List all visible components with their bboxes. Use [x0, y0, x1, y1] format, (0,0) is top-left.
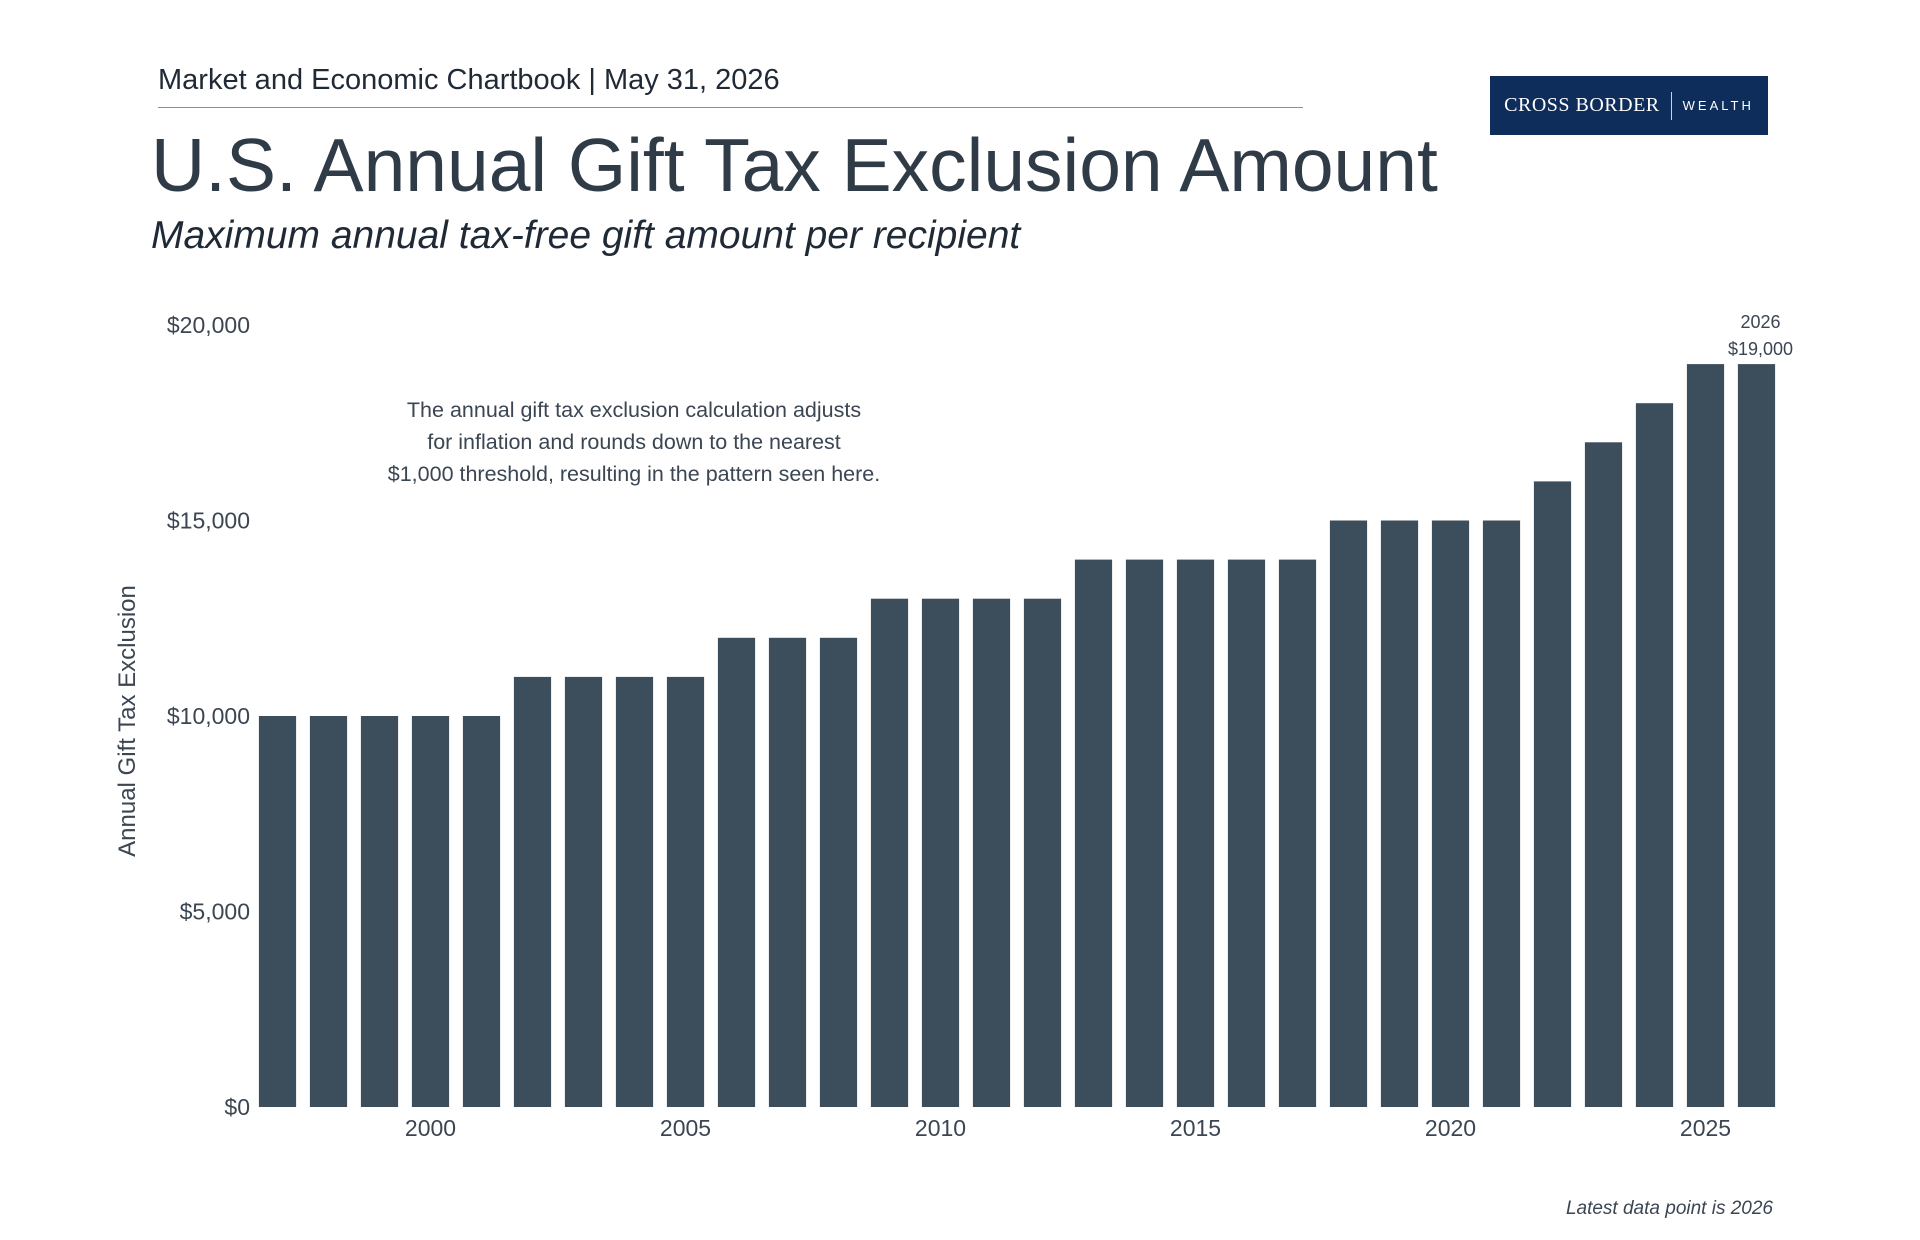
- bar-2008: [819, 637, 858, 1107]
- y-tick-label: $10,000: [167, 703, 250, 729]
- x-tick-label: 2020: [1425, 1115, 1476, 1141]
- annotation-line: The annual gift tax exclusion calculatio…: [406, 398, 862, 422]
- bar-2006: [717, 637, 756, 1107]
- last-point-value-label: $19,000: [1728, 339, 1793, 359]
- last-point-year-label: 2026: [1740, 312, 1780, 332]
- x-tick-label: 2000: [405, 1115, 456, 1141]
- logo-divider: [1670, 91, 1672, 120]
- bar-2013: [1074, 559, 1113, 1107]
- bar-2016: [1227, 559, 1266, 1107]
- x-tick-label: 2010: [915, 1115, 966, 1141]
- chart-annotation: The annual gift tax exclusion calculatio…: [354, 394, 914, 490]
- bar-2026: [1737, 364, 1776, 1108]
- bar-2017: [1278, 559, 1317, 1107]
- bar-2009: [870, 598, 909, 1107]
- bar-2019: [1380, 520, 1419, 1107]
- x-tick-label: 2025: [1680, 1115, 1731, 1141]
- bar-2023: [1584, 442, 1623, 1107]
- bar-2007: [768, 637, 807, 1107]
- publication-header: Market and Economic Chartbook | May 31, …: [158, 64, 780, 96]
- chart-title: U.S. Annual Gift Tax Exclusion Amount: [151, 123, 1438, 207]
- bar-2010: [921, 598, 960, 1107]
- y-axis-label: Annual Gift Tax Exclusion: [114, 585, 141, 857]
- footnote: Latest data point is 2026: [1565, 1198, 1773, 1219]
- bar-2002: [513, 676, 552, 1107]
- bar-2005: [666, 676, 705, 1107]
- bar-2012: [1023, 598, 1062, 1107]
- bar-2025: [1686, 364, 1725, 1108]
- x-tick-label: 2015: [1170, 1115, 1221, 1141]
- x-tick-label: 2005: [660, 1115, 711, 1141]
- bar-2001: [462, 716, 501, 1107]
- bar-2021: [1482, 520, 1521, 1107]
- y-tick-label: $20,000: [167, 312, 250, 338]
- brand-logo: CROSS BORDER WEALTH: [1490, 76, 1768, 135]
- bar-2004: [615, 676, 654, 1107]
- bar-2020: [1431, 520, 1470, 1107]
- logo-primary-text: CROSS BORDER: [1504, 94, 1660, 116]
- logo-secondary-text: WEALTH: [1682, 98, 1754, 113]
- y-tick-label: $0: [224, 1094, 250, 1120]
- bar-2003: [564, 676, 603, 1107]
- bar-1997: [258, 716, 297, 1107]
- annotation-line: $1,000 threshold, resulting in the patte…: [387, 462, 881, 486]
- bar-2011: [972, 598, 1011, 1107]
- bar-2014: [1125, 559, 1164, 1107]
- bar-1999: [360, 716, 399, 1107]
- bar-2015: [1176, 559, 1215, 1107]
- bar-2022: [1533, 481, 1572, 1107]
- y-tick-label: $5,000: [180, 899, 250, 925]
- chart-subtitle: Maximum annual tax-free gift amount per …: [151, 214, 1021, 257]
- bar-2018: [1329, 520, 1368, 1107]
- y-tick-label: $15,000: [167, 508, 250, 534]
- bar-1998: [309, 716, 348, 1107]
- bar-2000: [411, 716, 450, 1107]
- annotation-line: for inflation and rounds down to the nea…: [427, 430, 841, 454]
- header-divider: [158, 107, 1303, 108]
- bar-2024: [1635, 403, 1674, 1107]
